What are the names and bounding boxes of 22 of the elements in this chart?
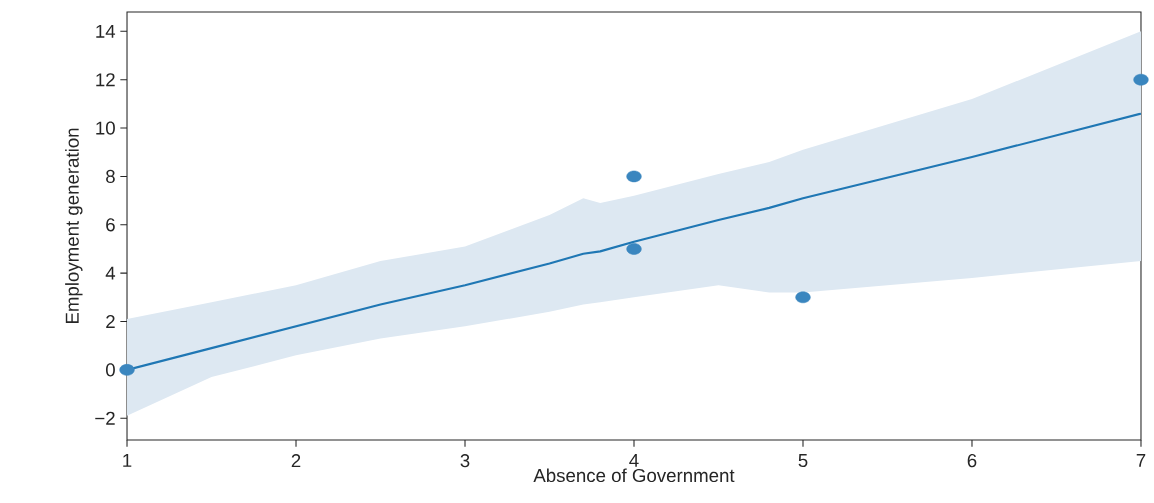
x-axis-title: Absence of Government — [533, 468, 735, 483]
y-tick-label: 6 — [106, 218, 115, 232]
y-axis-title: Employment generation — [65, 128, 83, 324]
x-tick-label: 4 — [629, 454, 639, 467]
x-tick-label: 3 — [460, 454, 470, 468]
x-tick-label: 6 — [967, 454, 977, 468]
point — [119, 364, 135, 376]
y-tick-label: 0 — [105, 363, 115, 377]
y-tick-label: 12 — [96, 73, 115, 87]
point — [626, 170, 642, 183]
x-tick-label: 5 — [798, 454, 808, 468]
point — [795, 291, 811, 304]
y-tick-label: −2 — [95, 411, 115, 425]
x-tick-label: 1 — [123, 454, 132, 467]
y-tick-label: 14 — [96, 24, 116, 38]
point — [626, 243, 642, 255]
x-tick-label: 2 — [291, 454, 301, 468]
y-tick-label: 4 — [105, 266, 116, 280]
y-tick-label: 10 — [96, 121, 115, 135]
x-tick-label: 7 — [1136, 454, 1146, 467]
y-tick-label: 8 — [106, 169, 115, 184]
y-tick-label: 2 — [106, 314, 115, 329]
